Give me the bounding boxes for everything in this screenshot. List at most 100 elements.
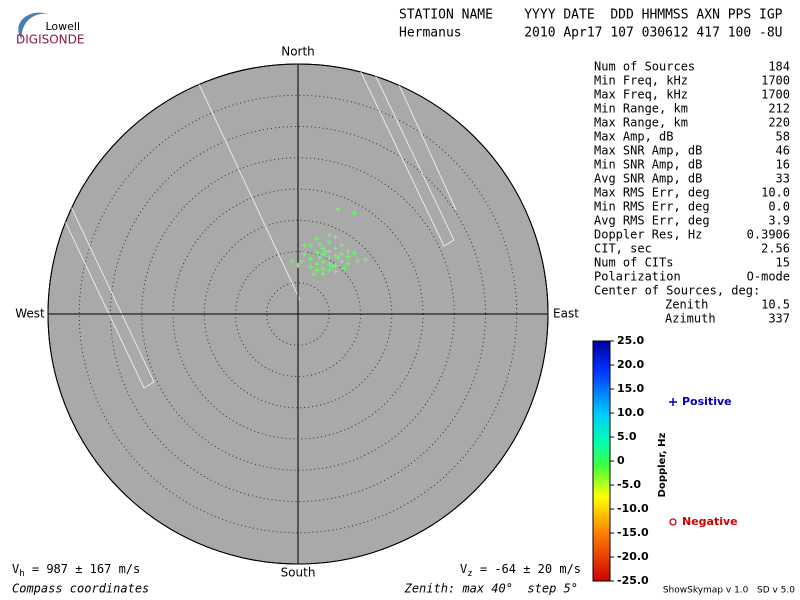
stat-label: Min Range, km	[594, 102, 688, 116]
stat-label: Max Amp, dB	[594, 130, 673, 144]
source-point	[351, 210, 357, 216]
stat-label: Max RMS Err, deg	[594, 186, 710, 200]
header-labels: STATION NAME YYYY DATE DDD HHMMSS AXN PP…	[399, 8, 783, 23]
stat-value: 33	[776, 172, 790, 186]
source-point	[339, 242, 345, 248]
stat-label: Max Freq, kHz	[594, 88, 688, 102]
colorbar-tick-label: -10.0	[617, 502, 649, 515]
center-value: 10.5	[761, 298, 790, 312]
colorbar-ticks: 25.0 20.0 15.0 10.0 5.0 0 -5.0 -10.0 -15.0 -20.0 -…	[610, 334, 649, 587]
zenith-note: Zenith: max 40° step 5°	[404, 582, 578, 596]
source-point	[339, 259, 345, 264]
source-point	[289, 258, 295, 264]
colorbar-tick-label: 10.0	[617, 406, 644, 419]
source-point	[345, 261, 351, 267]
source-point	[320, 252, 326, 258]
source-point	[363, 257, 368, 263]
source-point	[320, 259, 326, 265]
colorbar-tick-label: 15.0	[617, 382, 644, 395]
source-point	[308, 256, 313, 262]
colorbar-tick-label: 20.0	[617, 358, 644, 371]
vz: Vz = -64 ± 20 m/s	[460, 562, 581, 579]
stat-label: Min Freq, kHz	[594, 74, 688, 88]
stat-value: 1700	[761, 74, 790, 88]
source-point	[320, 245, 326, 251]
stat-value: 16	[776, 158, 790, 172]
dir-north: North	[281, 45, 315, 59]
colorbar	[592, 340, 611, 582]
dir-south: South	[281, 566, 316, 580]
source-point	[311, 271, 317, 277]
source-point	[314, 236, 320, 242]
legend-negative-symbol	[669, 518, 677, 526]
vh: Vh = 987 ± 167 m/s	[12, 562, 140, 579]
source-point	[320, 266, 326, 272]
colorbar-tick-label: -25.0	[617, 574, 649, 587]
stat-value: 220	[768, 116, 790, 130]
source-point	[333, 245, 338, 251]
source-point	[335, 206, 341, 212]
source-point	[326, 239, 332, 245]
source-point	[314, 267, 320, 273]
stat-label: Num of Sources	[594, 60, 695, 74]
stat-label: Num of CITs	[594, 256, 673, 270]
stat-value: 3.9	[768, 214, 790, 228]
stat-label: Max Range, km	[594, 116, 688, 130]
colorbar-label: Doppler, Hz	[657, 433, 668, 498]
center-value: 337	[768, 312, 790, 326]
colorbar-tick-label: -5.0	[617, 478, 641, 491]
stat-value: 184	[768, 60, 790, 74]
source-point	[308, 242, 313, 248]
sources	[289, 206, 368, 277]
source-point	[298, 259, 304, 264]
source-point	[329, 264, 335, 269]
source-point	[326, 261, 332, 267]
source-point	[323, 249, 329, 254]
source-point	[320, 271, 326, 277]
source-point	[345, 249, 351, 254]
source-point	[339, 251, 345, 257]
source-point	[351, 250, 357, 256]
stat-label: Max SNR Amp, dB	[594, 144, 702, 158]
stat-value: 15	[776, 256, 790, 270]
stat-value: 0.0	[768, 200, 790, 214]
source-point	[326, 232, 332, 238]
colorbar-tick-label: 5.0	[617, 430, 637, 443]
legend-positive-symbol	[669, 398, 677, 406]
stat-value: 212	[768, 102, 790, 116]
dir-west: West	[15, 307, 45, 321]
logo-product: DIGISONDE	[16, 33, 84, 47]
header-values: Hermanus 2010 Apr17 107 030612 417 100 -…	[399, 26, 783, 41]
coord-note: Compass coordinates	[12, 582, 149, 596]
stat-label: Min RMS Err, deg	[594, 200, 710, 214]
source-point	[295, 262, 301, 268]
version: ShowSkymap v 1.0 SD v 5.0	[663, 586, 795, 596]
colorbar-tick-label: -20.0	[617, 550, 649, 563]
source-point	[333, 269, 338, 274]
stat-label: Avg RMS Err, deg	[594, 214, 710, 228]
stat-value: 58	[776, 130, 790, 144]
logo-brand: Lowell	[45, 20, 80, 33]
stat-label: CIT, sec	[594, 242, 652, 256]
colorbar-tick-label: 25.0	[617, 334, 644, 347]
logo-swoosh	[18, 12, 48, 40]
source-point	[308, 264, 313, 270]
source-point	[341, 265, 347, 271]
stat-value: 1700	[761, 88, 790, 102]
source-point	[326, 255, 332, 261]
logo: Lowell DIGISONDE	[16, 12, 84, 47]
source-point	[345, 254, 351, 259]
dir-east: East	[553, 307, 579, 321]
stat-value: 46	[776, 144, 790, 158]
center-label: Azimuth	[665, 312, 716, 326]
legend-positive: Positive	[682, 395, 732, 408]
source-point	[326, 267, 332, 273]
stat-value: 2.56	[761, 242, 790, 256]
center-title: Center of Sources, deg:	[594, 284, 760, 298]
source-point	[314, 261, 320, 267]
source-point	[317, 255, 323, 261]
stat-label: Doppler Res, Hz	[594, 228, 702, 242]
stat-label: Min SNR Amp, dB	[594, 158, 702, 172]
stat-value: 0.3906	[747, 228, 790, 242]
stat-label: Avg SNR Amp, dB	[594, 172, 702, 186]
